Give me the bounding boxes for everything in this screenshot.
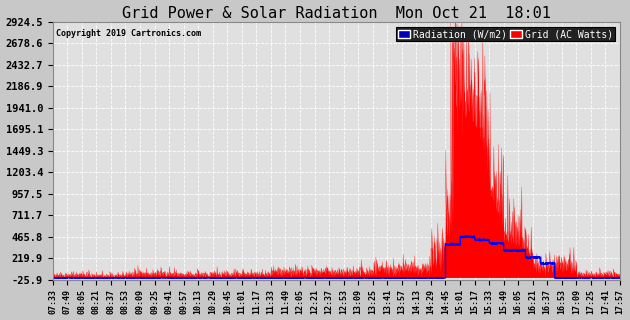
Legend: Radiation (W/m2), Grid (AC Watts): Radiation (W/m2), Grid (AC Watts) [396,27,615,42]
Title: Grid Power & Solar Radiation  Mon Oct 21  18:01: Grid Power & Solar Radiation Mon Oct 21 … [122,5,551,20]
Text: Copyright 2019 Cartronics.com: Copyright 2019 Cartronics.com [55,29,200,38]
